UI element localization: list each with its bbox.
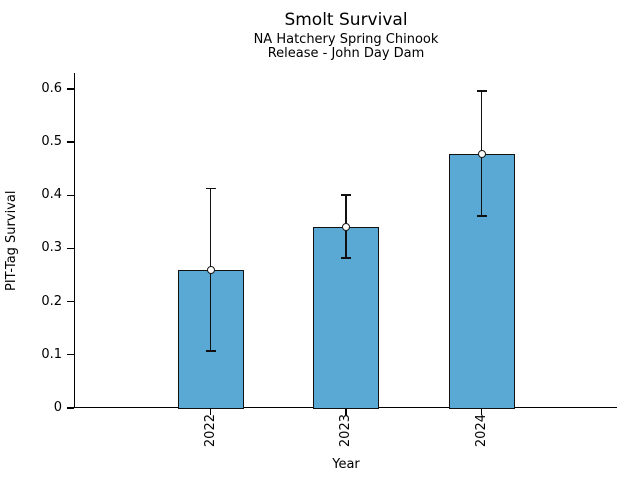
y-axis-title: PIT-Tag Survival bbox=[4, 190, 19, 291]
y-tick-mark bbox=[67, 354, 74, 356]
y-tick-label: 0.2 bbox=[41, 293, 62, 309]
x-tick-label: 2022 bbox=[202, 414, 218, 448]
y-tick-label: 0.3 bbox=[41, 240, 62, 256]
y-tick-label: 0.6 bbox=[41, 80, 62, 96]
y-tick-mark bbox=[67, 88, 74, 90]
chart-title: Smolt Survival bbox=[284, 10, 408, 30]
data-point-marker bbox=[206, 265, 215, 274]
y-tick-label: 0.1 bbox=[41, 346, 62, 362]
chart-subtitle-line2: Release - John Day Dam bbox=[267, 46, 425, 61]
y-tick-mark bbox=[67, 301, 74, 303]
error-bar-cap-bottom bbox=[341, 257, 351, 259]
y-tick-label: 0.5 bbox=[41, 134, 62, 150]
chart-subtitle-line1: NA Hatchery Spring Chinook bbox=[253, 32, 439, 47]
error-bar-cap-top bbox=[476, 90, 487, 92]
y-tick-label: 0 bbox=[53, 400, 62, 415]
data-point-marker bbox=[477, 149, 486, 158]
error-bar-cap-bottom bbox=[476, 215, 487, 217]
x-tick-label: 2024 bbox=[473, 414, 489, 448]
y-tick-mark bbox=[67, 194, 74, 196]
error-bar-cap-top bbox=[341, 194, 351, 196]
x-tick-mark bbox=[345, 408, 347, 415]
x-tick-label: 2023 bbox=[338, 414, 353, 448]
y-tick-mark bbox=[67, 247, 74, 250]
y-tick-mark bbox=[67, 141, 74, 143]
error-bar-cap-top bbox=[205, 187, 216, 190]
error-bar-cap-bottom bbox=[205, 350, 216, 352]
x-axis-title: Year bbox=[332, 457, 360, 472]
x-tick-mark bbox=[480, 408, 483, 415]
y-axis-spine bbox=[74, 73, 76, 408]
y-tick-label: 0.4 bbox=[41, 187, 62, 203]
data-point-marker bbox=[342, 223, 350, 232]
y-tick-mark bbox=[67, 407, 74, 409]
x-tick-mark bbox=[209, 408, 212, 415]
